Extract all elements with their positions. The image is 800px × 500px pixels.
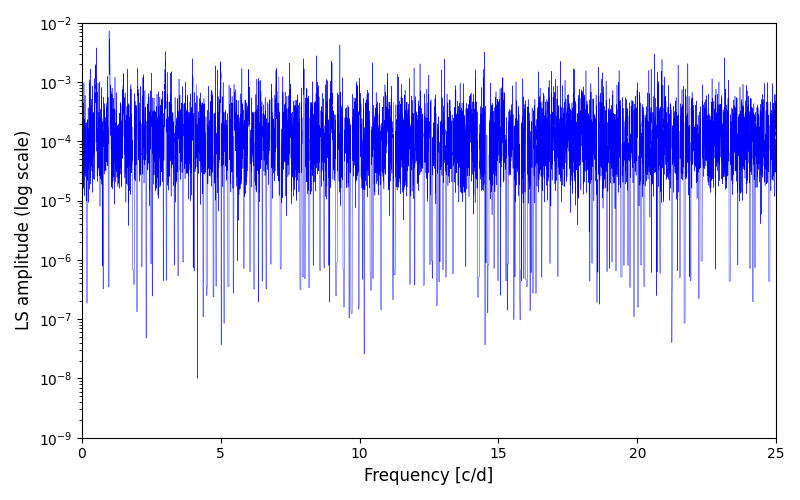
Y-axis label: LS amplitude (log scale): LS amplitude (log scale) [15,130,33,330]
X-axis label: Frequency [c/d]: Frequency [c/d] [364,467,494,485]
